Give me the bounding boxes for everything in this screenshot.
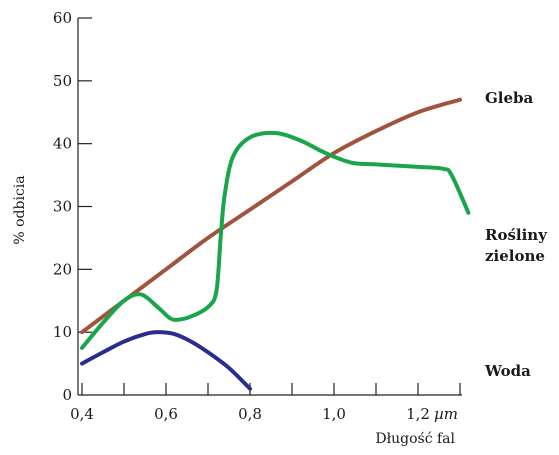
x-axis-title: Długość fal — [375, 431, 455, 447]
series-label-woda: Woda — [484, 362, 531, 380]
x-tick-label: 1,2 — [406, 405, 430, 423]
series-line-rosliny — [80, 130, 471, 350]
x-tick-label: 0,4 — [70, 405, 94, 423]
y-tick-label: 10 — [53, 323, 72, 341]
series-label-rosliny: Rośliny zielone — [485, 226, 548, 265]
series-label-gleba: Gleba — [485, 89, 534, 107]
x-tick-label: 0,8 — [238, 405, 262, 423]
series-labels: Gleba Rośliny zielone Woda — [484, 89, 548, 380]
y-tick-label: 20 — [53, 260, 72, 278]
y-axis-title: % odbicia — [12, 175, 28, 244]
y-axis: 0 10 20 30 40 50 60 — [53, 9, 92, 404]
x-axis: 0,4 0,6 0,8 1,0 1,2 — [70, 383, 462, 423]
y-tick-label: 30 — [53, 198, 72, 216]
y-tick-label: 50 — [53, 72, 72, 90]
x-unit-label: µm — [434, 405, 458, 423]
y-tick-label: 40 — [53, 135, 72, 153]
x-tick-label: 1,0 — [322, 405, 346, 423]
series-lines — [80, 97, 471, 391]
series-line-woda — [80, 330, 252, 391]
x-tick-label: 0,6 — [154, 405, 178, 423]
y-tick-label: 0 — [62, 386, 72, 404]
y-tick-label: 60 — [53, 9, 72, 27]
series-line-gleba — [80, 97, 462, 335]
